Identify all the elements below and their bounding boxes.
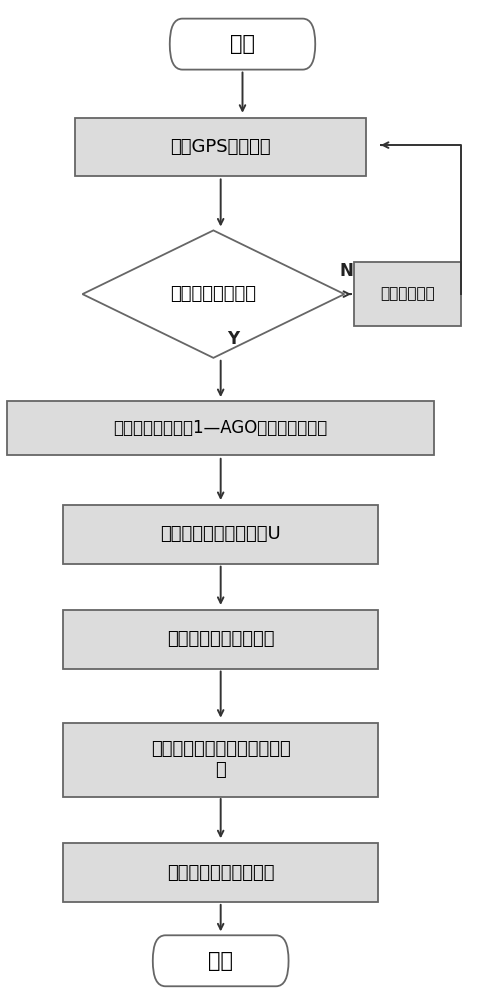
Text: 结束: 结束 bbox=[208, 951, 233, 971]
Bar bbox=[63, 610, 378, 669]
Text: 得到原始序列的预测值: 得到原始序列的预测值 bbox=[166, 864, 274, 882]
Text: N: N bbox=[339, 262, 353, 280]
Text: 用最小二乘法求解参数U: 用最小二乘法求解参数U bbox=[160, 525, 280, 543]
Bar bbox=[63, 843, 378, 902]
Bar bbox=[75, 118, 365, 176]
Bar bbox=[353, 262, 460, 326]
Text: 开始: 开始 bbox=[229, 34, 255, 54]
FancyBboxPatch shape bbox=[169, 19, 315, 70]
Text: 数据变换处理: 数据变换处理 bbox=[379, 287, 434, 302]
Bar bbox=[63, 723, 378, 797]
Text: Y: Y bbox=[227, 330, 239, 348]
Text: 是否符合建模条件: 是否符合建模条件 bbox=[170, 285, 256, 303]
Text: 对累加序列预测值进行累减还
原: 对累加序列预测值进行累减还 原 bbox=[151, 740, 290, 779]
Text: 计算累加序列的预测值: 计算累加序列的预测值 bbox=[166, 630, 274, 648]
Polygon shape bbox=[82, 230, 344, 358]
Text: 对原始数据序列作1—AGO，得到累加序列: 对原始数据序列作1—AGO，得到累加序列 bbox=[113, 419, 327, 437]
Bar bbox=[63, 505, 378, 564]
Text: 输入GPS数据序列: 输入GPS数据序列 bbox=[170, 138, 271, 156]
FancyBboxPatch shape bbox=[152, 935, 288, 986]
Bar bbox=[7, 401, 433, 455]
